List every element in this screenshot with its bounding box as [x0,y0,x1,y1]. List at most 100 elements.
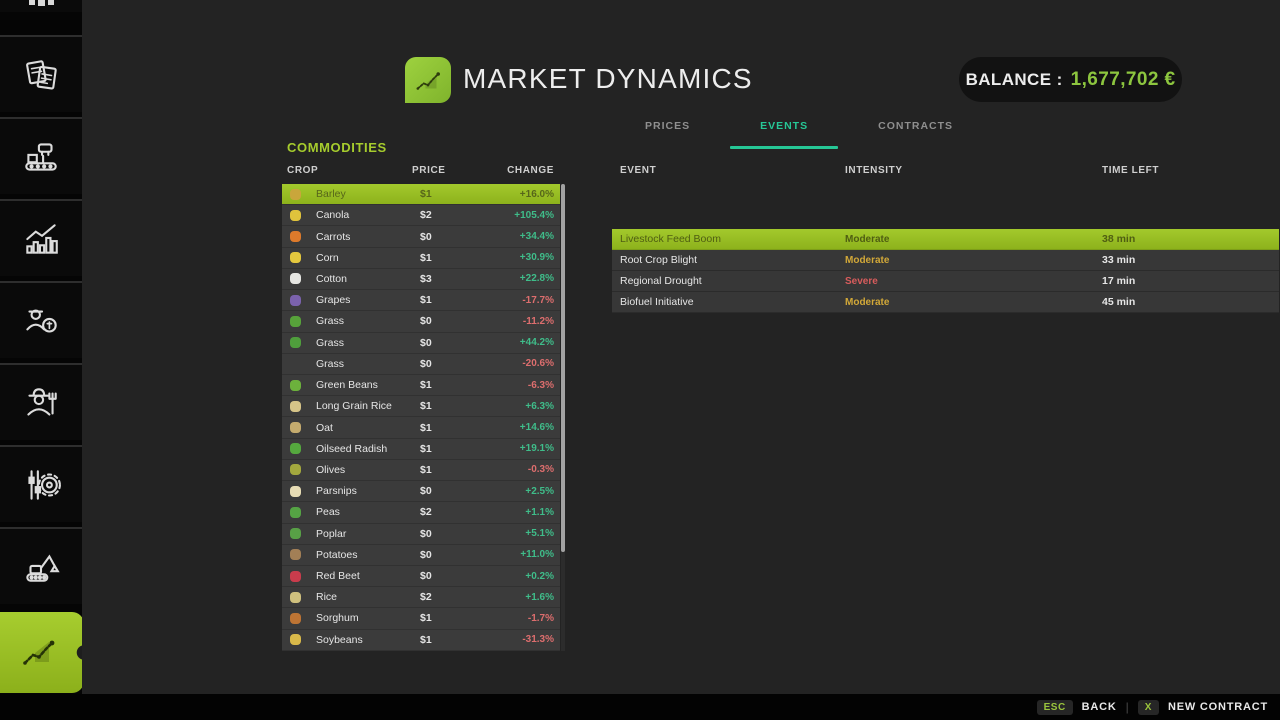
crop-change: -1.7% [527,612,554,624]
tab-prices[interactable]: PRICES [645,120,691,132]
crop-price: $1 [420,251,432,264]
crop-name: Canola [316,209,350,222]
crop-name: Olives [316,463,346,476]
event-time-left: 17 min [1102,275,1136,287]
tab-contracts[interactable]: CONTRACTS [878,120,954,132]
commodity-row[interactable]: Rice $2 +1.6% [282,587,560,609]
commodity-row[interactable]: Oilseed Radish $1 +19.1% [282,438,560,460]
crop-name: Poplar [316,527,347,540]
new-contract-button[interactable]: X NEW CONTRACT [1137,699,1268,715]
commodity-row[interactable]: Peas $2 +1.1% [282,502,560,524]
crop-price: $1 [420,633,432,646]
commodity-row[interactable]: Green Beans $1 -6.3% [282,374,560,397]
crop-change: +14.6% [519,422,554,434]
crop-name: Long Grain Rice [316,400,392,413]
sidebar-item-documents[interactable] [0,35,82,112]
crop-price: $1 [420,612,432,625]
event-row[interactable]: Root Crop Blight Moderate 33 min [612,250,1279,271]
commodity-row[interactable]: Corn $1 +30.9% [282,247,560,269]
crop-name: Rice [316,591,338,604]
commodity-row[interactable]: Grass $0 +44.2% [282,332,560,354]
crop-icon [290,337,301,349]
event-row[interactable]: Biofuel Initiative Moderate 45 min [612,292,1279,313]
footer-divider: | [1125,700,1129,714]
column-header-price: PRICE [412,165,446,176]
crop-name: Green Beans [316,379,378,392]
commodity-row[interactable]: Canola $2 +105.4% [282,205,560,227]
event-row[interactable]: Livestock Feed Boom Moderate 38 min [612,229,1279,250]
crop-icon [290,443,301,455]
commodity-row[interactable]: Soybeans $1 -31.3% [282,629,560,651]
crop-change: +19.1% [519,443,554,455]
crop-icon [290,273,301,285]
crop-icon [290,528,301,540]
crop-change: +22.8% [519,273,554,285]
commodity-row[interactable]: Poplar $0 +5.1% [282,523,560,545]
sidebar-item-finances[interactable] [0,281,82,358]
commodity-row[interactable]: Carrots $0 +34.4% [282,226,560,248]
commodities-scrollbar[interactable] [561,184,565,651]
sidebar-item-settings[interactable] [0,445,82,522]
commodity-row[interactable]: Potatoes $0 +11.0% [282,544,560,566]
crop-change: -17.7% [522,294,554,306]
crop-price: $1 [420,188,432,201]
scrollbar-thumb[interactable] [561,184,565,552]
crop-change: +11.0% [520,549,554,561]
column-header-time-left: TIME LEFT [1102,165,1160,176]
commodity-row[interactable]: Grapes $1 -17.7% [282,290,560,312]
crop-name: Corn [316,251,339,264]
tab-events[interactable]: EVENTS [760,120,809,132]
events-table: Livestock Feed Boom Moderate 38 min Root Cr… [612,229,1279,313]
sidebar-item-top-partial[interactable] [0,0,82,12]
x-key-badge: X [1137,699,1159,715]
sidebar-item-construction[interactable] [0,527,82,604]
crop-price: $0 [420,485,432,498]
crop-icon [290,464,301,476]
sidebar-item-production[interactable] [0,117,82,194]
crop-icon [290,485,301,497]
event-name: Biofuel Initiative [620,296,694,308]
back-button[interactable]: ESC BACK [1036,699,1117,715]
commodities-list: Barley $1 +16.0% Canola $2 +105.4% Carrots $0 +3… [282,184,560,651]
documents-icon [26,59,57,90]
crop-icon [290,209,301,221]
crop-change: +5.1% [525,528,554,540]
commodity-row[interactable]: Grass $0 -20.6% [282,353,560,375]
esc-key-badge: ESC [1036,699,1073,715]
event-row[interactable]: Regional Drought Severe 17 min [612,271,1279,292]
crop-name: Peas [316,506,340,519]
commodity-row[interactable]: Barley $1 +16.0% [282,184,560,206]
crop-price: $3 [420,272,432,285]
new-contract-label: NEW CONTRACT [1167,701,1268,713]
crop-icon [290,400,301,412]
crop-name: Parsnips [316,485,357,498]
commodity-row[interactable]: Red Beet $0 +0.2% [282,565,560,588]
crop-change: +1.1% [525,506,554,518]
crop-name: Grass [316,357,345,370]
back-label: BACK [1081,701,1117,713]
crop-icon [290,422,301,434]
commodity-row[interactable]: Sorghum $1 -1.7% [282,608,560,630]
sidebar-item-market-dynamics[interactable] [0,612,84,693]
commodity-row[interactable]: Long Grain Rice $1 +6.3% [282,396,560,418]
sidebar-item-statistics[interactable] [0,199,82,276]
crop-name: Grass [316,315,345,328]
crop-price: $0 [420,527,432,540]
crop-name: Sorghum [316,612,359,625]
crop-price: $2 [420,506,432,519]
commodity-row[interactable]: Grass $0 -11.2% [282,311,560,333]
crop-price: $0 [420,548,432,561]
commodity-row[interactable]: Oat $1 +14.6% [282,417,560,439]
column-header-change: CHANGE [507,165,554,176]
farmer-icon [27,387,57,416]
commodity-row[interactable]: Cotton $3 +22.8% [282,268,560,291]
crop-icon [290,188,301,200]
excavator-icon [26,554,60,582]
column-header-event: EVENT [620,165,657,176]
commodity-row[interactable]: Olives $1 -0.3% [282,459,560,482]
commodity-row[interactable]: Parsnips $0 +2.5% [282,481,560,503]
event-intensity: Moderate [845,296,890,308]
sidebar-item-farmer[interactable] [0,363,82,440]
crop-change: +30.9% [519,252,554,264]
crop-icon [290,549,301,561]
